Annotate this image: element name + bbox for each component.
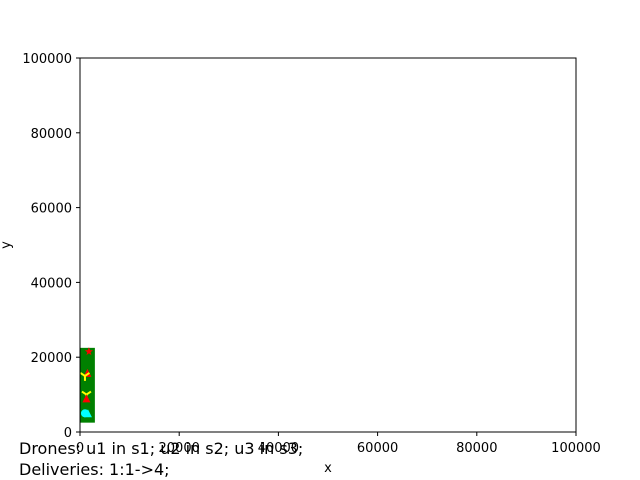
x-tick-label: 80000 [456, 441, 497, 456]
tri-marker-arm [79, 372, 86, 377]
drones-status: Drones: u1 in s1; u2 in s2; u3 in s3; [19, 439, 304, 458]
x-tick-label: 60000 [357, 441, 398, 456]
plot-frame [79, 57, 577, 433]
y-tick-label: 20000 [31, 351, 72, 366]
x-axis-label: x [324, 461, 332, 476]
points-layer [79, 347, 93, 418]
star-marker [84, 347, 93, 356]
tri-marker-arm [85, 390, 92, 396]
triangle-marker [82, 394, 91, 403]
tri-marker-arm [84, 372, 91, 377]
x-tick-label: 0 [76, 441, 84, 456]
y-tick-label: 60000 [31, 202, 72, 217]
x-tick-label: 40000 [258, 441, 299, 456]
triangle-marker [83, 409, 92, 418]
zone-layer [80, 347, 95, 423]
y-tick-label: 40000 [31, 276, 72, 291]
y-tick-label: 100000 [22, 52, 72, 67]
y-tick-label: 0 [64, 426, 72, 441]
y-tick-label: 80000 [31, 127, 72, 142]
station-zone [80, 347, 95, 423]
x-tick-label: 20000 [159, 441, 200, 456]
x-tick-label: 100000 [551, 441, 601, 456]
tri-marker [79, 372, 91, 381]
ticks-layer: 0 20000 40000 60000 80000 100000 0 20000 40000 60… [22, 52, 600, 456]
tri-marker-arm [81, 390, 88, 396]
y-axis-label: y [0, 241, 14, 249]
deliveries-status: Deliveries: 1:1->4; [19, 460, 170, 479]
